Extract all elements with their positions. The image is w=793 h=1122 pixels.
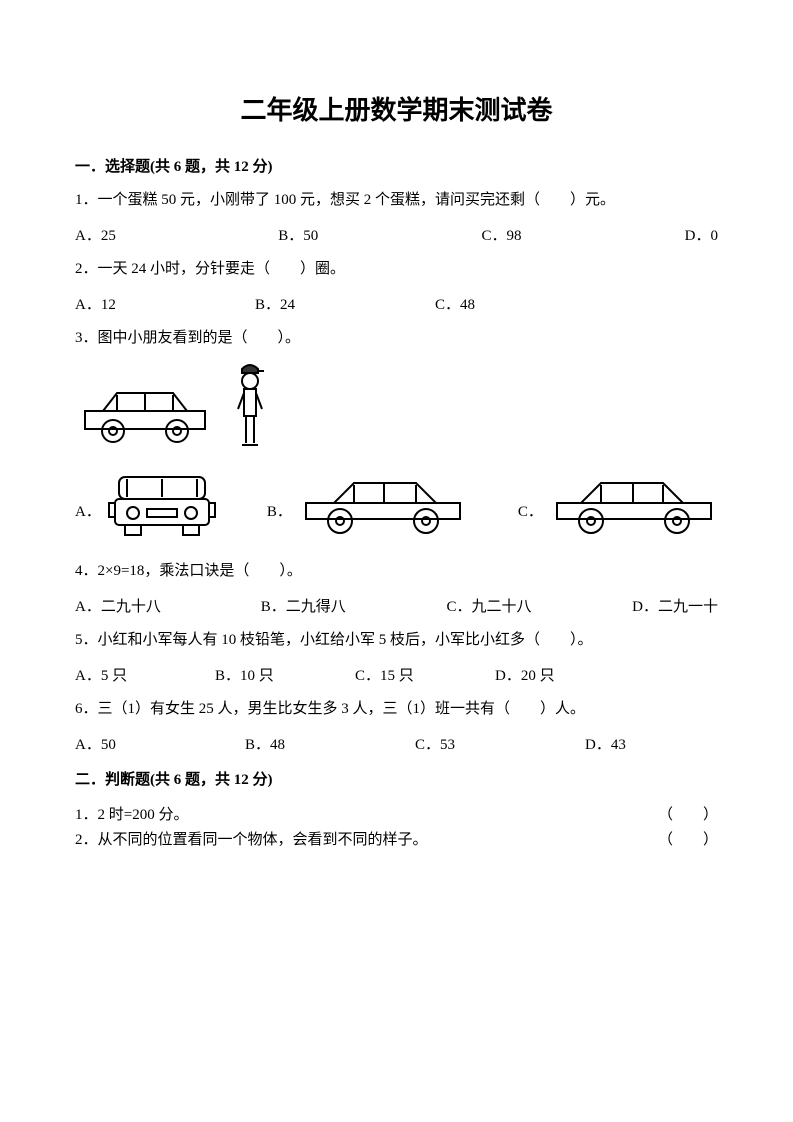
q1-optC: C．98 <box>481 224 684 245</box>
q4-options: A．二九十八 B．二九得八 C．九二十八 D．二九一十 <box>75 595 718 616</box>
q5-optA: A．5 只 <box>75 664 215 685</box>
page-title: 二年级上册数学期末测试卷 <box>75 90 718 127</box>
q6-optD: D．43 <box>585 733 626 754</box>
q5-optC: C．15 只 <box>355 664 495 685</box>
q1-optD: D．0 <box>685 224 718 245</box>
q2-optC: C．48 <box>435 293 615 314</box>
q2-optB: B．24 <box>255 293 435 314</box>
car-side-icon <box>75 371 215 451</box>
q1-text: 1．一个蛋糕 50 元，小刚带了 100 元，想买 2 个蛋糕，请问买完还剩（ … <box>75 190 718 212</box>
q4-optD: D．二九一十 <box>632 595 718 616</box>
s2-q2-text: 2．从不同的位置看同一个物体，会看到不同的样子。 <box>75 828 658 849</box>
q3-optC-label: C． <box>518 500 543 539</box>
q4-text: 4．2×9=18，乘法口诀是（ ）。 <box>75 561 718 583</box>
section2-header: 二．判断题(共 6 题，共 12 分) <box>75 768 718 789</box>
q6-optC: C．53 <box>415 733 585 754</box>
q3-figure-options: A． B． <box>75 469 718 539</box>
q3-figure-top <box>75 361 718 451</box>
q2-text: 2．一天 24 小时，分针要走（ ）圈。 <box>75 259 718 281</box>
q1-optB: B．50 <box>278 224 481 245</box>
q6-options: A．50 B．48 C．53 D．43 <box>75 733 718 754</box>
car-side-left-icon <box>549 469 719 539</box>
q6-optA: A．50 <box>75 733 245 754</box>
s2-q1-text: 1．2 时=200 分。 <box>75 803 658 824</box>
s2-q1-blank: （ ） <box>658 803 718 824</box>
q3-optB-wrap: B． <box>267 469 468 539</box>
q1-options: A．25 B．50 C．98 D．0 <box>75 224 718 245</box>
q2-optA: A．12 <box>75 293 255 314</box>
s2-q2-blank: （ ） <box>658 828 718 849</box>
q1-optA: A．25 <box>75 224 278 245</box>
q3-text: 3．图中小朋友看到的是（ ）。 <box>75 328 718 350</box>
q6-optB: B．48 <box>245 733 415 754</box>
q5-options: A．5 只 B．10 只 C．15 只 D．20 只 <box>75 664 718 685</box>
page: 二年级上册数学期末测试卷 一．选择题(共 6 题，共 12 分) 1．一个蛋糕 … <box>0 0 793 1122</box>
boy-icon <box>230 361 270 451</box>
q4-optB: B．二九得八 <box>261 595 447 616</box>
s2-q2: 2．从不同的位置看同一个物体，会看到不同的样子。 （ ） <box>75 828 718 849</box>
q3-optC-wrap: C． <box>518 469 719 539</box>
q3-optA-wrap: A． <box>75 469 217 539</box>
car-front-icon <box>107 469 217 539</box>
q4-optA: A．二九十八 <box>75 595 261 616</box>
car-side-right-icon <box>298 469 468 539</box>
q5-text: 5．小红和小军每人有 10 枝铅笔，小红给小军 5 枝后，小军比小红多（ ）。 <box>75 630 718 652</box>
s2-q1: 1．2 时=200 分。 （ ） <box>75 803 718 824</box>
q6-text: 6．三（1）有女生 25 人，男生比女生多 3 人，三（1）班一共有（ ）人。 <box>75 699 718 721</box>
q4-optC: C．九二十八 <box>446 595 632 616</box>
q2-options: A．12 B．24 C．48 <box>75 293 718 314</box>
q3-optB-label: B． <box>267 500 292 539</box>
q5-optB: B．10 只 <box>215 664 355 685</box>
q3-optA-label: A． <box>75 500 101 539</box>
section1-header: 一．选择题(共 6 题，共 12 分) <box>75 155 718 176</box>
q5-optD: D．20 只 <box>495 664 635 685</box>
